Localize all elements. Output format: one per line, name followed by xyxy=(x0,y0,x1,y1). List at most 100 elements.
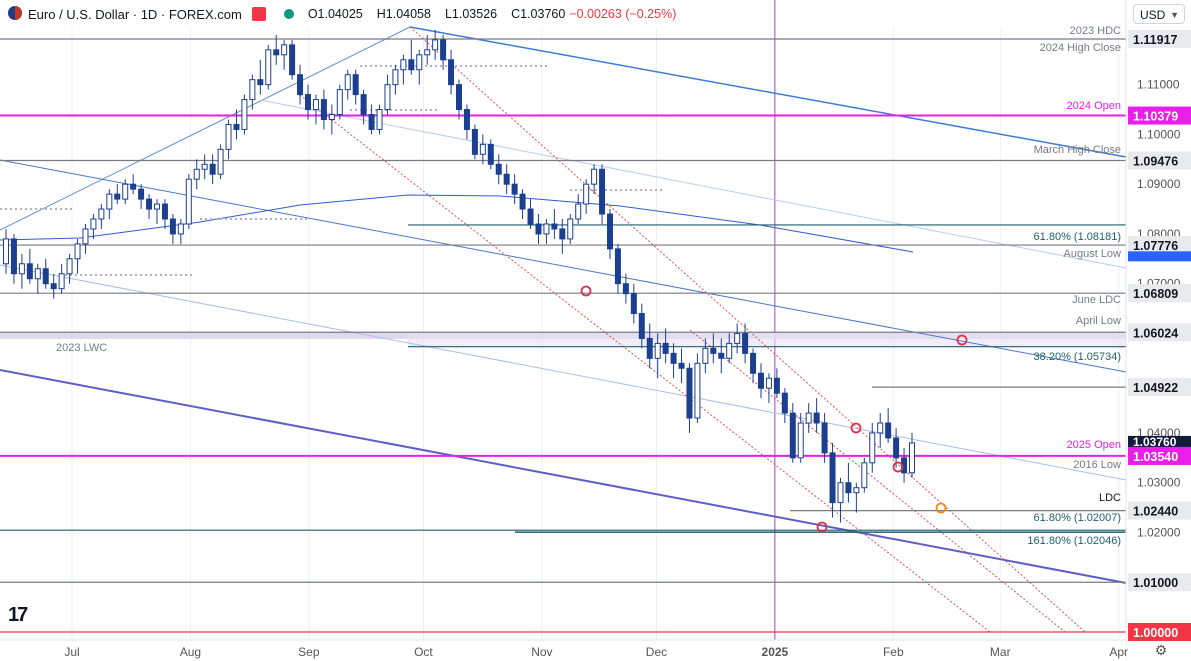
candle-body xyxy=(74,243,81,260)
time-tick-label: Feb xyxy=(883,645,904,659)
marker-circle-icon xyxy=(580,285,592,297)
candle-body xyxy=(773,377,780,394)
candle-body xyxy=(360,94,367,116)
price-badge-label: 1.06024 xyxy=(1133,326,1178,340)
candle-body xyxy=(416,54,423,71)
candle-body xyxy=(58,273,65,290)
candle-body xyxy=(471,128,478,155)
price-badge xyxy=(1128,623,1191,641)
ohlc-open: O1.04025 xyxy=(307,7,363,21)
candle-body xyxy=(448,59,455,86)
candle-body xyxy=(10,238,17,275)
candle-body xyxy=(400,59,407,71)
ohlc-close: C1.03760 xyxy=(511,7,566,21)
ma-price-badge xyxy=(1128,251,1191,262)
candle-body xyxy=(662,342,669,354)
candle-body xyxy=(90,218,97,230)
support-zone-2 xyxy=(408,332,1126,347)
candle-body xyxy=(686,367,693,419)
marker-circle-icon xyxy=(935,502,947,514)
candle-body xyxy=(479,143,486,155)
candle-body xyxy=(575,203,582,220)
symbol-title[interactable]: Euro / U.S. Dollar · 1D · FOREX.com xyxy=(28,6,242,22)
gear-icon[interactable]: ⚙ xyxy=(1154,642,1168,658)
candle-body xyxy=(638,313,645,339)
candle-body xyxy=(146,198,153,210)
candle-body xyxy=(789,412,796,459)
channel-upper-dotted xyxy=(409,26,1086,633)
price-badge-label: 1.03540 xyxy=(1133,450,1178,464)
candle-body xyxy=(511,183,518,195)
level-annotation: 61.80% (1.08181) xyxy=(1034,231,1121,243)
price-badge xyxy=(1128,151,1191,170)
candle-body xyxy=(336,89,343,116)
chevron-down-icon: ▼ xyxy=(1170,10,1179,20)
candle-body xyxy=(440,39,447,61)
price-badge-label: 1.04922 xyxy=(1133,381,1178,395)
price-badge xyxy=(1128,573,1191,592)
currency-selector[interactable]: USD ▼ xyxy=(1133,4,1185,24)
time-tick-label: Apr xyxy=(1109,645,1128,659)
time-tick-label: Jul xyxy=(64,645,79,659)
candle-body xyxy=(893,437,900,459)
channel-lower-dotted xyxy=(299,94,991,633)
candle-body xyxy=(487,143,494,165)
candle-body xyxy=(185,178,192,225)
candle-body xyxy=(734,332,741,344)
price-badge xyxy=(1128,323,1191,342)
price-tick-label: 1.09000 xyxy=(1137,177,1181,191)
candle-body xyxy=(742,332,749,354)
time-tick-label: Sep xyxy=(298,645,320,659)
candle-body xyxy=(193,168,200,180)
candle-body xyxy=(3,238,9,265)
moving-average-line xyxy=(0,194,914,253)
flag-marker-icon[interactable] xyxy=(251,7,266,21)
trendline-rise xyxy=(0,26,411,231)
price-badge xyxy=(1128,106,1191,125)
candle-body xyxy=(837,482,844,504)
channel-inner-dotted xyxy=(689,329,1066,633)
candle-body xyxy=(122,183,129,200)
candle-body xyxy=(463,109,470,130)
level-annotation: 2016 Low xyxy=(1073,459,1121,471)
currency-label: USD xyxy=(1140,8,1166,22)
candle-body xyxy=(726,342,733,359)
level-annotation: 61.80% (1.02007) xyxy=(1034,512,1121,524)
candle-body xyxy=(297,74,304,96)
candle-body xyxy=(154,203,160,210)
trendline-mid-light-2 xyxy=(259,99,1127,269)
candle-body xyxy=(161,203,168,220)
level-annotation: 161.80% (1.02046) xyxy=(1027,535,1121,547)
price-tick-label: 1.11000 xyxy=(1137,78,1180,92)
candle-body xyxy=(551,223,558,230)
time-tick-label: Aug xyxy=(180,645,201,659)
candle-body xyxy=(98,208,105,220)
tradingview-logo[interactable]: 17 xyxy=(8,604,28,627)
candle-body xyxy=(909,442,915,474)
chart-header: Euro / U.S. Dollar · 1D · FOREX.com O1.0… xyxy=(0,0,1126,28)
candle-body xyxy=(249,79,256,101)
candle-body xyxy=(241,99,248,130)
candle-body xyxy=(797,422,804,459)
candle-body xyxy=(177,223,184,235)
time-tick-label: Dec xyxy=(646,645,667,659)
candle-body xyxy=(392,69,399,86)
candle-body xyxy=(813,412,820,424)
level-annotation: August Low xyxy=(1064,248,1122,260)
market-status-icon xyxy=(283,9,294,19)
candle-body xyxy=(495,163,502,175)
price-badge xyxy=(1128,446,1191,465)
price-axis xyxy=(1126,28,1191,661)
trendline-upper xyxy=(409,26,1127,158)
candle-body xyxy=(670,352,677,364)
candle-body xyxy=(750,352,757,374)
price-tick-label: 1.10000 xyxy=(1137,127,1181,141)
trendline-mid-light xyxy=(0,264,1127,481)
time-axis xyxy=(0,640,1126,661)
candle-body xyxy=(567,218,574,240)
candle-body xyxy=(50,283,57,290)
candle-body xyxy=(765,377,772,389)
level-annotation: 2023 HDC xyxy=(1070,25,1121,37)
price-badge-label: 1.09476 xyxy=(1133,154,1178,168)
